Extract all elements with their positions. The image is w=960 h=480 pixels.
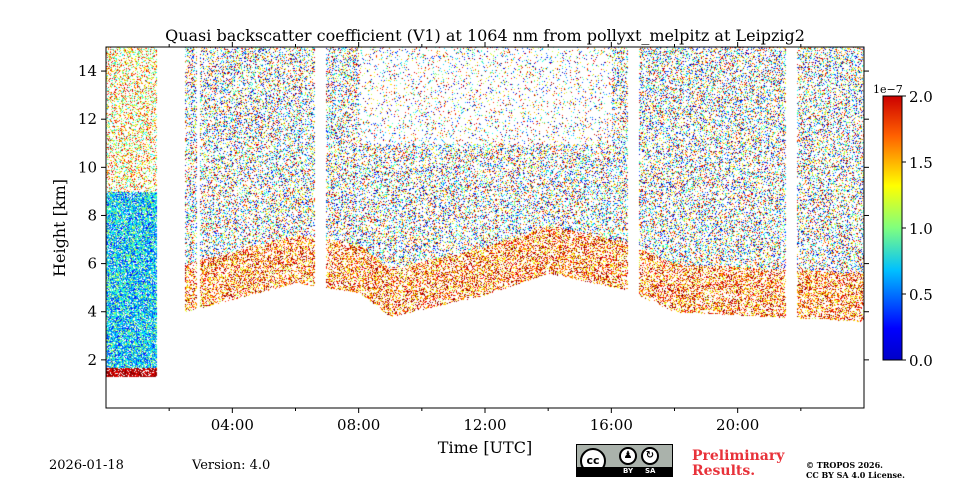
y-tick-label: 4 [87,303,97,321]
x-axis-label: Time [UTC] [438,438,532,457]
preliminary-line-1: Preliminary [692,448,785,464]
x-tick-label: 16:00 [590,416,633,434]
y-tick-label: 14 [78,62,97,80]
heatmap-field [106,47,864,408]
x-tick-label: 12:00 [463,416,506,434]
y-tick-label: 10 [78,158,97,176]
colorbar-tick-label: 1.5 [909,154,933,172]
copyright-note: © TROPOS 2026. CC BY SA 4.0 License. [806,460,905,480]
badge-sa-label: SA [645,467,656,475]
y-tick-label: 12 [78,110,97,128]
badge-band [577,467,672,476]
chart-title: Quasi backscatter coefficient (V1) at 10… [165,26,805,45]
x-tick-label: 04:00 [211,416,254,434]
person-icon: ♟ [619,447,637,465]
cc-license-badge: cc ♟ ↻ BY SA [576,444,673,477]
colorbar-tick-label: 1.0 [909,220,933,238]
x-tick-label: 20:00 [716,416,759,434]
copyright-line-1: © TROPOS 2026. [806,460,883,470]
colorbar-scale-label: 1e−7 [873,83,903,96]
y-tick-label: 8 [87,206,97,224]
colorbar [882,95,903,361]
y-tick-label: 6 [87,255,97,273]
badge-by-label: BY [623,467,634,475]
colorbar-ticks: 0.0 0.5 1.0 1.5 2.0 [902,88,933,370]
preliminary-line-2: Results. [692,463,756,479]
footer-date: 2026-01-18 [49,458,124,473]
colorbar-tick-label: 0.5 [909,286,933,304]
share-alike-icon: ↻ [641,447,659,465]
y-tick-label: 2 [87,351,97,369]
x-axis: 04:00 08:00 12:00 16:00 20:00 [168,42,802,434]
y-axis-label: Height [km] [50,179,69,277]
x-tick-label: 08:00 [337,416,380,434]
y-axis: 2 4 6 8 10 12 14 [78,62,869,369]
copyright-line-2: CC BY SA 4.0 License. [806,470,905,480]
heatmap-image [106,47,864,408]
footer-version: Version: 4.0 [192,458,271,473]
colorbar-tick-label: 2.0 [909,88,933,106]
preliminary-results-note: Preliminary Results. [692,449,784,479]
colorbar-tick-label: 0.0 [909,352,933,370]
